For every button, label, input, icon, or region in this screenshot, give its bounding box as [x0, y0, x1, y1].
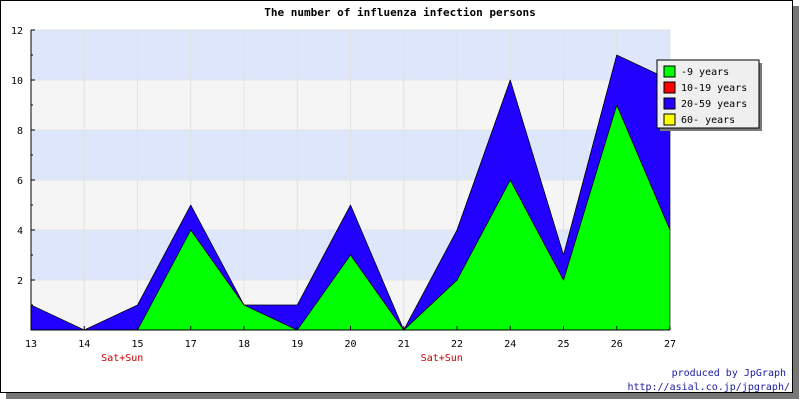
y-tick-label: 4: [17, 226, 23, 237]
x-tick-label: 24: [504, 339, 516, 350]
credit-line-2: http://asial.co.jp/jpgraph/: [627, 382, 790, 393]
frame-shadow-right: [793, 6, 799, 399]
y-tick-label: 10: [11, 76, 23, 87]
x-tick-label: 25: [557, 339, 569, 350]
x-tick-label: 19: [291, 339, 303, 350]
legend-label: 20-59 years: [681, 99, 747, 110]
legend-swatch: [663, 81, 676, 94]
chart-title: The number of influenza infection person…: [264, 6, 536, 19]
frame-shadow-bottom: [6, 393, 799, 399]
y-tick-label: 2: [17, 276, 23, 287]
legend-label: 10-19 years: [681, 83, 747, 94]
legend-swatch: [663, 113, 676, 126]
x-tick-label: 27: [664, 339, 676, 350]
legend-swatch: [663, 65, 676, 78]
credit-line-1: produced by JpGraph: [672, 368, 786, 379]
x-tick-label: 18: [238, 339, 250, 350]
y-tick-labels: 2 4 6 8 10 12: [11, 26, 23, 287]
legend: -9 years 10-19 years 20-59 years 60- years: [656, 59, 762, 131]
x-tick-label: 17: [185, 339, 197, 350]
x-tick-labels: 13 14 15 17 18 19 20 21 22 24 25 26 27: [25, 339, 676, 350]
x-tick-label: 20: [344, 339, 356, 350]
x-tick-label: 14: [78, 339, 90, 350]
y-tick-label: 12: [11, 26, 23, 37]
x-tick-label: 15: [131, 339, 143, 350]
y-tick-label: 8: [17, 126, 23, 137]
category-annotation: Sat+Sun: [101, 353, 143, 364]
x-tick-label: 13: [25, 339, 37, 350]
legend-label: -9 years: [681, 67, 729, 78]
legend-label: 60- years: [681, 115, 735, 126]
gridlines: [30, 29, 671, 330]
x-tick-label: 26: [611, 339, 623, 350]
x-tick-label: 22: [451, 339, 463, 350]
y-tick-label: 6: [17, 176, 23, 187]
category-annotation: Sat+Sun: [421, 353, 463, 364]
x-tick-label: 21: [398, 339, 410, 350]
legend-swatch: [663, 97, 676, 110]
axes: [30, 29, 671, 331]
category-annotations: Sat+Sun Sat+Sun: [101, 353, 463, 364]
